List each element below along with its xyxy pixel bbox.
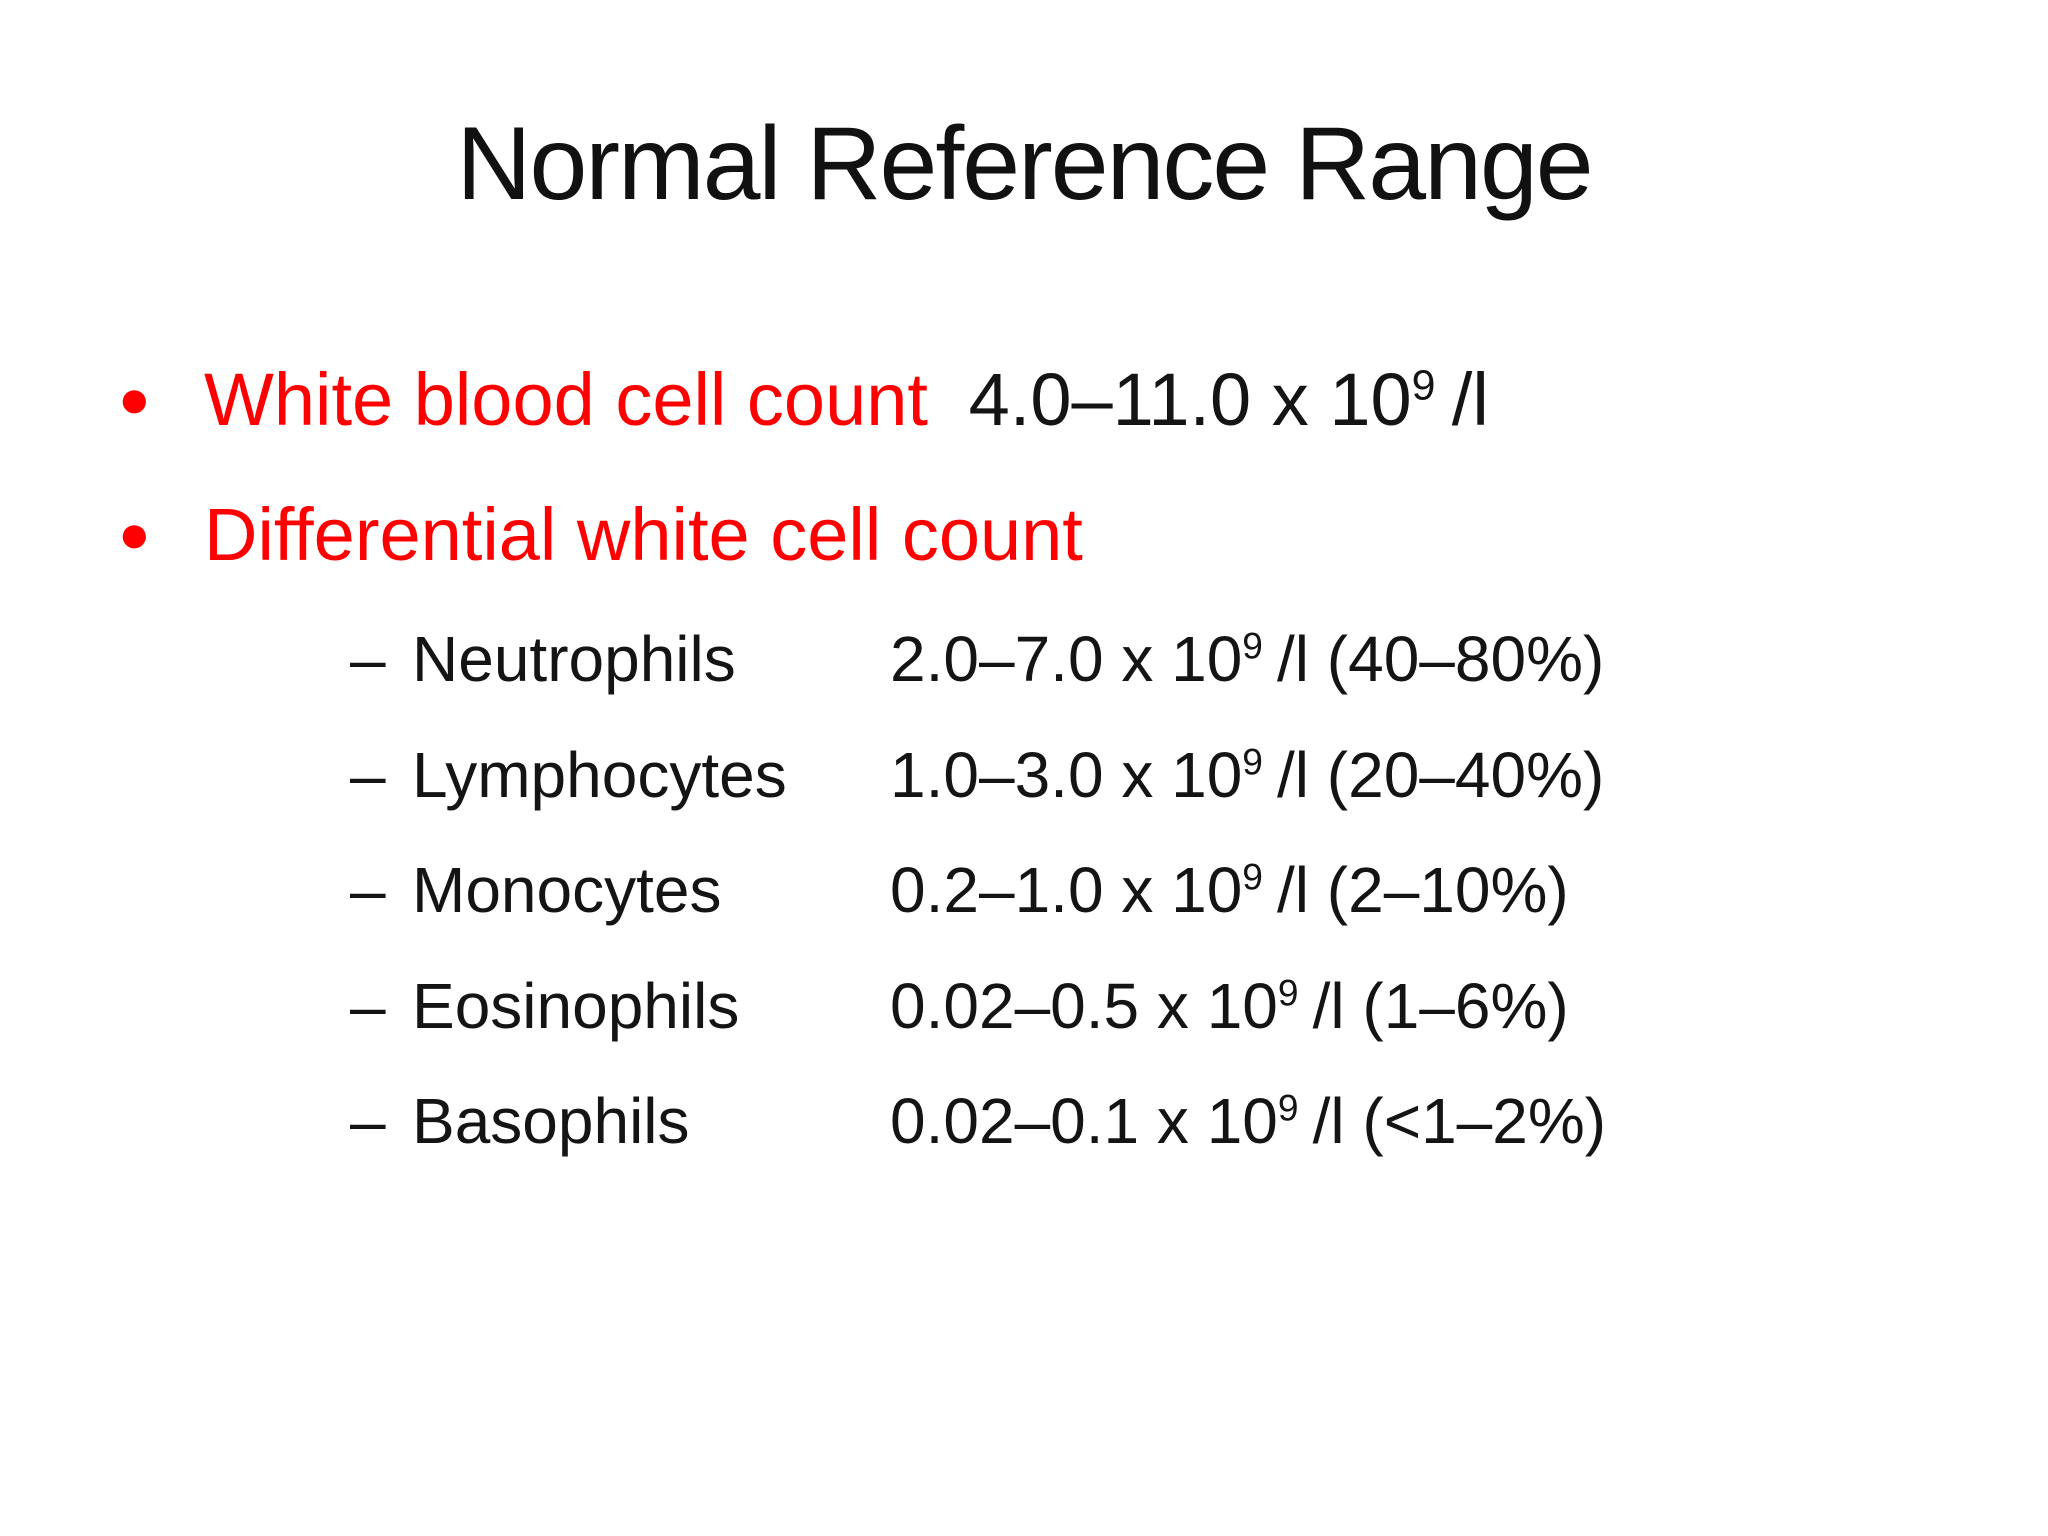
wbc-unit: /l [1451, 358, 1489, 441]
sub-bullet-range: 0.2–1.0 x 10 [890, 854, 1243, 927]
sub-bullet-value: 0.2–1.0 x 109/l (2–10%) [890, 854, 1569, 928]
sub-bullet-unit: /l (20–40%) [1277, 738, 1605, 811]
dash-icon: – [350, 738, 386, 811]
bullet-list: ● White blood cell count 4.0–11.0 x 109/… [0, 354, 2048, 1159]
page-title: Normal Reference Range [456, 106, 1593, 222]
dash-icon: – [350, 623, 386, 695]
wbc-exponent: 9 [1411, 361, 1436, 410]
sub-bullet-exponent: 9 [1242, 624, 1263, 667]
sub-bullet-item-neutrophils: – Neutrophils 2.0–7.0 x 109/l (40–80%) [350, 623, 2048, 697]
bullet-dot-icon: ● [118, 369, 151, 429]
sub-bullet-range: 0.02–0.5 x 10 [890, 969, 1278, 1042]
wbc-range: 4.0–11.0 x 10 [968, 358, 1412, 441]
sub-bullet-exponent: 9 [1242, 855, 1263, 898]
sub-bullet-name: Basophils [412, 1085, 690, 1158]
sub-bullet-exponent: 9 [1277, 1087, 1299, 1130]
dash-icon: – [350, 969, 386, 1042]
bullet-label-wbc: White blood cell count [204, 358, 928, 441]
sub-bullet-item-basophils: – Basophils 0.02–0.1 x 109/l (<1–2%) [350, 1085, 2048, 1159]
bullet-dot-icon: ● [118, 503, 151, 564]
bullet-item-differential: ● Differential white cell count [118, 489, 2048, 582]
sub-bullet-item-lymphocytes: – Lymphocytes 1.0–3.0 x 109/l (20–40%) [350, 739, 2048, 813]
sub-bullet-unit: /l (40–80%) [1277, 623, 1605, 695]
sub-bullet-item-eosinophils: – Eosinophils 0.02–0.5 x 109/l (1–6%) [350, 970, 2048, 1044]
sub-bullet-name: Eosinophils [412, 969, 740, 1042]
sub-bullet-list: – Neutrophils 2.0–7.0 x 109/l (40–80%) –… [118, 623, 2048, 1159]
sub-bullet-name: Lymphocytes [412, 738, 787, 811]
sub-bullet-item-monocytes: – Monocytes 0.2–1.0 x 109/l (2–10%) [350, 854, 2048, 928]
sub-bullet-name: Monocytes [412, 854, 722, 927]
sub-bullet-unit: /l (1–6%) [1312, 969, 1569, 1042]
sub-bullet-range: 1.0–3.0 x 10 [890, 738, 1243, 811]
bullet-label-differential: Differential white cell count [204, 492, 1083, 576]
sub-bullet-range: 2.0–7.0 x 10 [890, 623, 1243, 695]
sub-bullet-value: 1.0–3.0 x 109/l (20–40%) [890, 739, 1604, 813]
sub-bullet-value: 2.0–7.0 x 109/l (40–80%) [890, 623, 1604, 697]
sub-bullet-exponent: 9 [1277, 971, 1299, 1014]
dash-icon: – [350, 1085, 386, 1158]
bullet-item-wbc: ● White blood cell count 4.0–11.0 x 109/… [118, 354, 2048, 447]
sub-bullet-range: 0.02–0.1 x 10 [890, 1085, 1278, 1158]
sub-bullet-value: 0.02–0.5 x 109/l (1–6%) [890, 970, 1569, 1044]
sub-bullet-unit: /l (<1–2%) [1312, 1085, 1607, 1158]
sub-bullet-name: Neutrophils [412, 623, 736, 695]
sub-bullet-unit: /l (2–10%) [1277, 854, 1569, 927]
sub-bullet-value: 0.02–0.1 x 109/l (<1–2%) [890, 1085, 1606, 1159]
bullet-value-wbc: 4.0–11.0 x 109/l [969, 354, 1489, 447]
dash-icon: – [350, 854, 386, 927]
sub-bullet-exponent: 9 [1242, 740, 1263, 783]
